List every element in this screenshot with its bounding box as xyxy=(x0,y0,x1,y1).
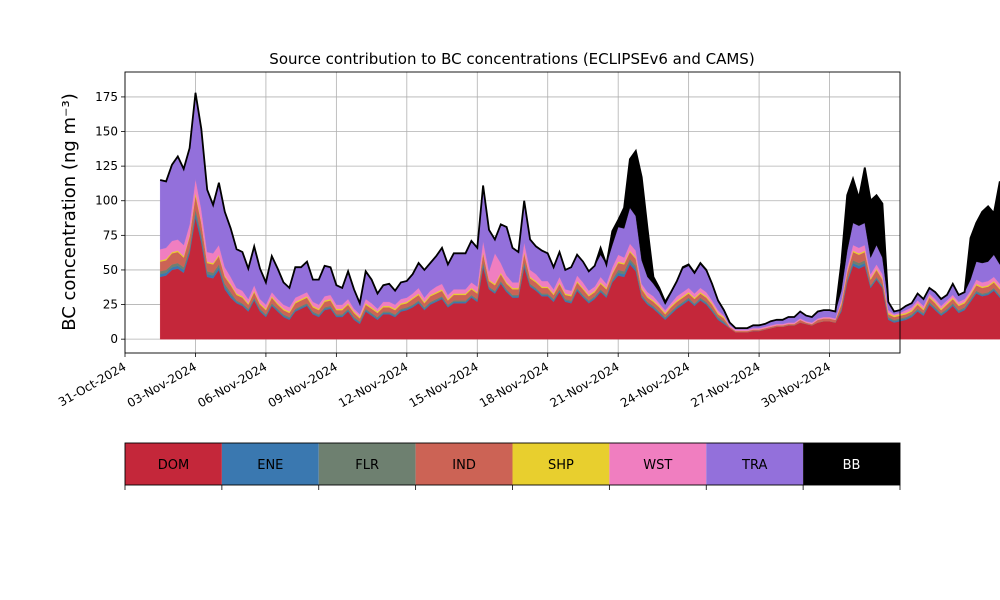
y-tick-label-1: 25 xyxy=(103,298,118,312)
x-tick-label-4: 12-Nov-2024 xyxy=(336,359,410,410)
legend-swatch-bb xyxy=(803,443,900,485)
legend-swatch-wst xyxy=(609,443,707,485)
legend-label-dom: DOM xyxy=(158,458,189,473)
x-tick-label-10: 30-Nov-2024 xyxy=(759,359,833,410)
y-tick-label-0: 0 xyxy=(110,332,118,346)
y-axis-label: BC concentration (ng m⁻³) xyxy=(59,93,80,331)
legend-swatch-shp xyxy=(512,443,610,485)
x-tick-label-0: 31-Oct-2024 xyxy=(56,359,128,409)
legend-label-flr: FLR xyxy=(355,458,379,473)
legend-swatch-tra xyxy=(706,443,804,485)
legend-label-ind: IND xyxy=(452,458,476,473)
legend-label-ene: ENE xyxy=(257,458,283,473)
x-axis-ticks: 31-Oct-202403-Nov-202406-Nov-202409-Nov-… xyxy=(56,353,833,410)
legend-label-wst: WST xyxy=(643,458,672,473)
x-tick-label-1: 03-Nov-2024 xyxy=(125,359,199,410)
legend-swatch-ene xyxy=(221,443,319,485)
x-tick-label-6: 18-Nov-2024 xyxy=(477,359,551,410)
y-tick-label-3: 75 xyxy=(103,228,118,242)
stacked-areas xyxy=(160,92,1000,340)
plot-frame xyxy=(124,71,901,354)
x-tick-label-9: 27-Nov-2024 xyxy=(688,359,762,410)
chart-title: Source contribution to BC concentrations… xyxy=(269,50,754,68)
y-tick-label-6: 150 xyxy=(95,125,118,139)
y-axis-ticks: 0 25 50 75 100 125 150 175 xyxy=(95,90,125,346)
y-tick-label-7: 175 xyxy=(95,90,118,104)
legend-label-shp: SHP xyxy=(548,458,574,473)
legend-label-tra: TRA xyxy=(741,458,767,473)
legend-colorbar: DOM ENE FLR IND SHP WST TRA BB xyxy=(124,442,901,490)
x-tick-label-8: 24-Nov-2024 xyxy=(618,359,692,410)
x-tick-label-5: 15-Nov-2024 xyxy=(407,359,481,410)
y-tick-label-5: 125 xyxy=(95,159,118,173)
total-outline xyxy=(159,92,1000,329)
x-tick-label-3: 09-Nov-2024 xyxy=(266,359,340,410)
legend-label-bb: BB xyxy=(843,458,861,473)
legend-swatch-ind xyxy=(415,443,513,485)
legend-swatch-dom xyxy=(125,443,222,485)
y-tick-label-2: 50 xyxy=(103,263,118,277)
x-tick-label-2: 06-Nov-2024 xyxy=(195,359,269,410)
total-line xyxy=(159,92,1000,329)
y-tick-label-4: 100 xyxy=(95,194,118,208)
x-tick-label-7: 21-Nov-2024 xyxy=(547,359,621,410)
legend-swatch-flr xyxy=(318,443,416,485)
